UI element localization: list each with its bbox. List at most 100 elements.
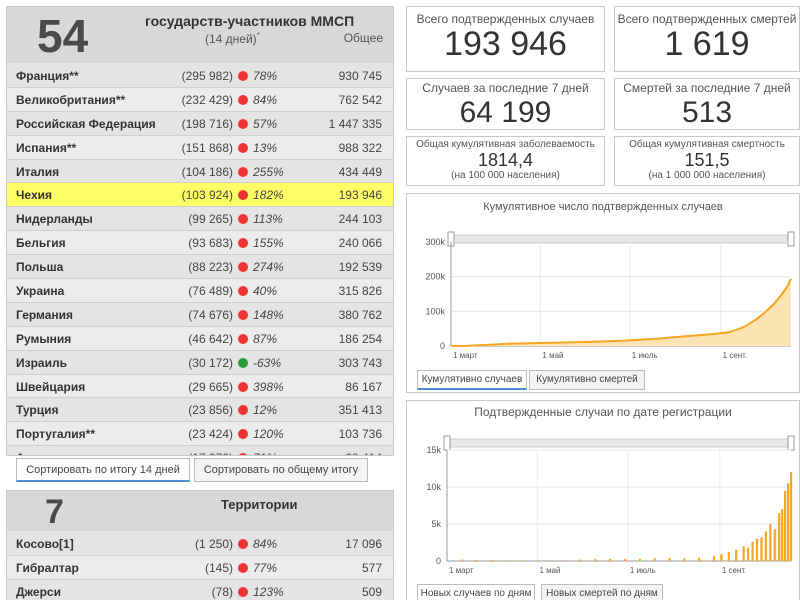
bar [549, 560, 552, 561]
percent-change: 113% [253, 212, 283, 227]
total-cases: 434 449 [338, 164, 382, 179]
bar [564, 560, 567, 561]
table-row[interactable]: Польша (88 223) 274% 192 539 [7, 255, 393, 280]
sort-by-total-button[interactable]: Сортировать по общему итогу [194, 458, 368, 482]
table-row[interactable]: Португалия** (23 424) 120% 103 736 [7, 422, 393, 447]
sort-by-14-days-button[interactable]: Сортировать по итогу 14 дней [16, 458, 190, 482]
country-name: Германия [16, 307, 74, 322]
table-row[interactable]: Швейцария (29 665) 398% 86 167 [7, 374, 393, 399]
bar [720, 554, 723, 561]
states-title: государств-участников ММСП [145, 13, 355, 29]
total-cases: 186 254 [338, 331, 382, 346]
table-row[interactable]: Израиль (30 172) -63% 303 743 [7, 350, 393, 375]
total-cases: 509 [361, 584, 382, 599]
period-cases: (76 489) [188, 284, 233, 299]
bar [787, 483, 790, 561]
tab-daily-cases[interactable]: Новых случаев по дням [417, 584, 535, 600]
country-name: Румыния [16, 331, 72, 346]
table-row[interactable]: Германия (74 676) 148% 380 762 [7, 302, 393, 327]
trend-dot-icon [238, 539, 248, 549]
bar [505, 560, 508, 561]
trend-dot-icon [238, 286, 248, 297]
bar [790, 472, 793, 561]
country-name: Чехия [16, 188, 52, 203]
country-name: Швейцария [16, 379, 86, 394]
territories-table: Косово[1] (1 250) 84% 17 096 Гибралтар (145) 7… [7, 532, 393, 600]
slider-handle-left [443, 435, 451, 451]
incidence-box: Общая кумулятивная заболеваемость 1814,4… [406, 136, 605, 186]
y-tick-label: 15k [426, 445, 441, 455]
bar [668, 558, 671, 561]
country-name: Польша [16, 260, 64, 275]
x-tick-label: 1 май [542, 351, 563, 360]
table-row[interactable]: Испания** (151 868) 13% 988 322 [7, 135, 393, 160]
trend-dot-icon [238, 405, 248, 416]
percent-change: 57% [253, 116, 278, 131]
table-row[interactable]: Чехия (103 924) 182% 193 946 [7, 183, 393, 208]
trend-dot-icon [238, 190, 248, 201]
total-cases: 762 542 [338, 92, 382, 107]
bar [653, 558, 656, 561]
trend-dot-icon [238, 381, 248, 392]
x-tick-label: 1 сент. [722, 566, 747, 575]
period-cases: (17 979) [188, 451, 233, 455]
percent-change: 13% [253, 140, 278, 155]
bar [784, 490, 787, 561]
y-tick-label: 0 [436, 556, 441, 566]
trend-dot-icon [238, 214, 248, 225]
week-deaths-label: Смертей за последние 7 дней [623, 81, 791, 95]
x-tick-label: 1 июль [632, 351, 658, 360]
total-cases: 244 103 [338, 212, 382, 227]
period-cases: (232 429) [181, 92, 233, 107]
percent-change: 123% [253, 584, 284, 599]
total-cases: 17 096 [345, 537, 382, 551]
table-row[interactable]: Турция (23 856) 12% 351 413 [7, 398, 393, 423]
total-cases: 240 066 [338, 236, 382, 251]
country-name: Италия [16, 164, 60, 179]
bar [534, 560, 538, 561]
table-row[interactable]: Косово[1] (1 250) 84% 17 096 [7, 532, 393, 556]
bar [760, 537, 763, 561]
total-cases: 68 414 [345, 451, 382, 455]
table-row[interactable]: Бельгия (93 683) 155% 240 066 [7, 231, 393, 256]
tab-cumulative-deaths[interactable]: Кумулятивно смертей [529, 370, 645, 390]
table-row[interactable]: Джерси (78) 123% 509 [7, 579, 393, 600]
bar [490, 560, 493, 561]
total-cases: 1 447 335 [328, 116, 382, 131]
table-row[interactable]: Румыния (46 642) 87% 186 254 [7, 326, 393, 351]
percent-change: 77% [253, 560, 278, 575]
y-tick-label: 5k [431, 519, 441, 529]
period-cases: (88 223) [188, 260, 233, 275]
country-name: Великобритания** [16, 92, 126, 107]
period-cases: (30 172) [188, 355, 233, 370]
trend-dot-icon [238, 94, 248, 105]
table-row[interactable]: Украина (76 489) 40% 315 826 [7, 279, 393, 303]
table-row[interactable]: Российская Федерация (198 716) 57% 1 447 33… [7, 111, 393, 136]
x-tick-label: 1 сент. [723, 351, 748, 360]
bar [623, 558, 627, 561]
total-column-label: Общее [343, 31, 383, 45]
tab-cumulative-cases[interactable]: Кумулятивно случаев [417, 370, 527, 390]
states-subtitle: (14 дней)* [205, 31, 260, 46]
mortality-box: Общая кумулятивная смертность 151,5 (на … [614, 136, 800, 186]
tab-daily-deaths[interactable]: Новых смертей по дням [541, 584, 663, 600]
table-row[interactable]: Австрия (17 979) 71% 68 414 [7, 446, 393, 455]
percent-change: 78% [253, 69, 278, 83]
trend-dot-icon [238, 142, 248, 153]
trend-dot-icon [238, 429, 248, 440]
percent-change: 255% [253, 164, 284, 179]
table-row[interactable]: Франция** (295 982) 78% 930 745 [7, 64, 393, 88]
table-row[interactable]: Италия (104 186) 255% 434 449 [7, 159, 393, 184]
country-name: Австрия [16, 451, 66, 455]
table-row[interactable]: Нидерланды (99 265) 113% 244 103 [7, 207, 393, 232]
period-cases: (104 186) [181, 164, 233, 179]
y-tick-label: 200k [425, 272, 445, 282]
bar [755, 538, 759, 561]
bar [742, 546, 745, 561]
cumulative-chart-title: Кумулятивное число подтвержденных случае… [483, 201, 723, 213]
incidence-note: (на 100 000 населения) [451, 170, 560, 181]
daily-chart: 0 5k 10k 15k 1 март 1 май 1 июль 1 сент. [426, 435, 795, 575]
table-row[interactable]: Гибралтар (145) 77% 577 [7, 555, 393, 580]
table-row[interactable]: Великобритания** (232 429) 84% 762 542 [7, 87, 393, 112]
week-cases-label: Случаев за последние 7 дней [422, 81, 589, 95]
